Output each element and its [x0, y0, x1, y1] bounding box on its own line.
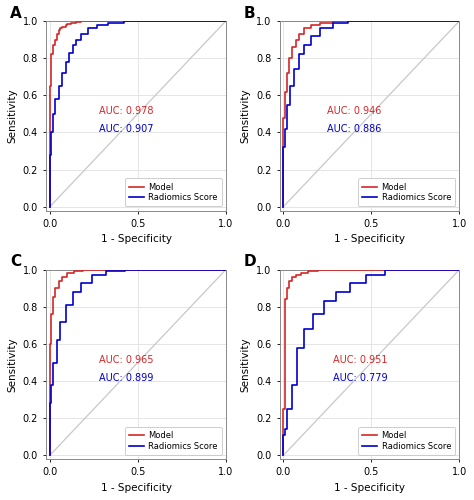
- Y-axis label: Sensitivity: Sensitivity: [240, 337, 250, 392]
- Text: AUC: 0.907: AUC: 0.907: [99, 124, 154, 134]
- Text: AUC: 0.886: AUC: 0.886: [328, 124, 382, 134]
- Y-axis label: Sensitivity: Sensitivity: [240, 88, 250, 143]
- Legend: Model, Radiomics Score: Model, Radiomics Score: [125, 427, 222, 455]
- Text: AUC: 0.978: AUC: 0.978: [99, 106, 154, 116]
- Text: B: B: [244, 6, 255, 21]
- X-axis label: 1 - Specificity: 1 - Specificity: [100, 234, 172, 244]
- X-axis label: 1 - Specificity: 1 - Specificity: [334, 483, 405, 493]
- Y-axis label: Sensitivity: Sensitivity: [7, 337, 17, 392]
- Text: AUC: 0.951: AUC: 0.951: [333, 354, 387, 364]
- Text: C: C: [10, 254, 21, 270]
- Text: AUC: 0.965: AUC: 0.965: [99, 354, 154, 364]
- Text: A: A: [10, 6, 22, 21]
- Text: D: D: [244, 254, 256, 270]
- Text: AUC: 0.899: AUC: 0.899: [99, 373, 154, 383]
- X-axis label: 1 - Specificity: 1 - Specificity: [100, 483, 172, 493]
- X-axis label: 1 - Specificity: 1 - Specificity: [334, 234, 405, 244]
- Legend: Model, Radiomics Score: Model, Radiomics Score: [358, 427, 455, 455]
- Legend: Model, Radiomics Score: Model, Radiomics Score: [125, 178, 222, 206]
- Legend: Model, Radiomics Score: Model, Radiomics Score: [358, 178, 455, 206]
- Text: AUC: 0.946: AUC: 0.946: [328, 106, 382, 116]
- Y-axis label: Sensitivity: Sensitivity: [7, 88, 17, 143]
- Text: AUC: 0.779: AUC: 0.779: [333, 373, 387, 383]
